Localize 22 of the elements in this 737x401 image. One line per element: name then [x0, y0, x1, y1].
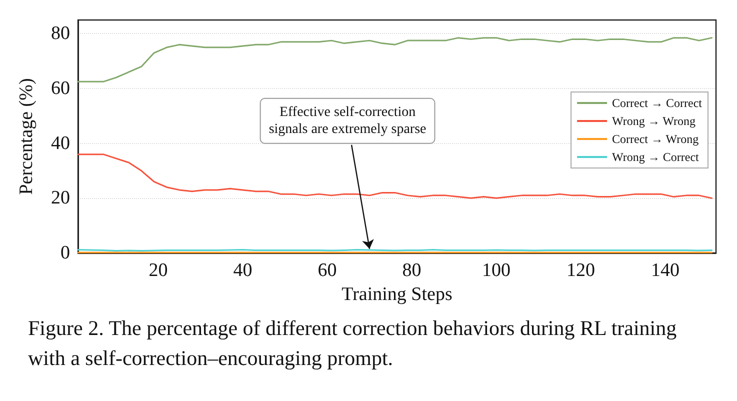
y-tick-label: 20	[51, 188, 70, 209]
x-tick-label: 20	[148, 260, 168, 281]
line-series	[77, 154, 713, 199]
x-tick-label: 40	[233, 260, 252, 281]
y-tick-label: 80	[51, 23, 70, 44]
legend-label: Correct → Correct	[612, 96, 703, 110]
x-tick-label: 100	[482, 260, 511, 281]
caption: Figure 2. The percentage of different correction behaviors during RL training with a self-correction–encouraging prompt.	[28, 316, 682, 370]
legend-label: Wrong → Correct	[612, 150, 700, 164]
legend-label: Wrong → Wrong	[612, 114, 696, 128]
y-tick-label: 60	[51, 78, 70, 100]
x-axis-title: Training Steps	[342, 284, 452, 305]
legend-label: Correct → Wrong	[612, 132, 699, 146]
x-tick-label: 120	[566, 260, 596, 281]
x-tick-label: 80	[402, 260, 422, 281]
line-series	[77, 37, 713, 82]
annotation: Effective self-correction signals are extremely sparse	[268, 104, 426, 137]
x-tick-label: 140	[651, 260, 680, 281]
y-tick-label: 0	[60, 242, 70, 264]
y-tick-label: 40	[51, 132, 70, 154]
x-tick-label: 60	[318, 260, 337, 281]
y-axis-title: Percentage (%)	[16, 78, 37, 195]
